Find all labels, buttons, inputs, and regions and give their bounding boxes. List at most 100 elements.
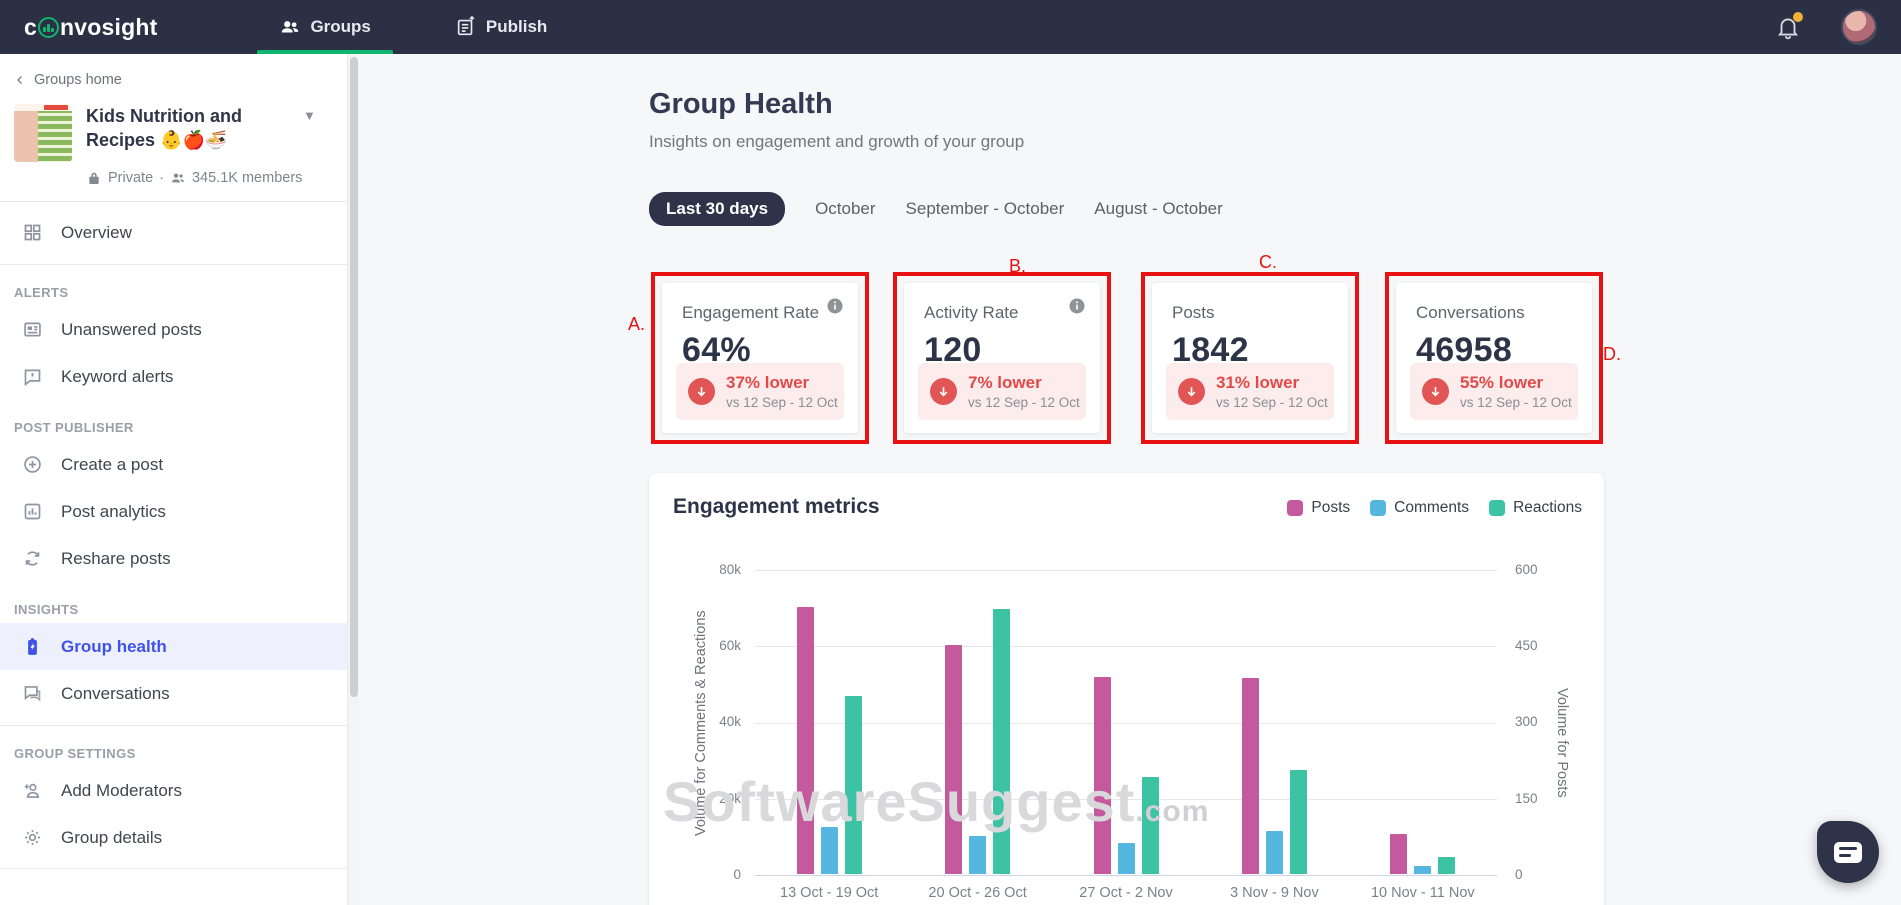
members-icon — [171, 173, 184, 183]
metric-value: 64% — [682, 331, 751, 369]
publish-icon — [457, 16, 475, 36]
left-tick: 0 — [733, 867, 741, 882]
metric-card-activity-rate: Activity Rate 120 7% lower vs 12 Sep - 1… — [904, 283, 1100, 433]
scrollbar-thumb[interactable] — [350, 57, 358, 697]
gridline — [755, 798, 1497, 800]
sidebar-item-conversations[interactable]: Conversations — [0, 670, 347, 717]
sidebar-item-overview[interactable]: Overview — [0, 209, 347, 256]
annotation-c: C. — [1259, 252, 1277, 272]
left-tick: 80k — [719, 562, 741, 577]
right-tick: 450 — [1515, 638, 1538, 653]
left-axis-title: Volume for Comments & Reactions — [693, 610, 709, 836]
metric-versus: vs 12 Sep - 12 Oct — [968, 395, 1080, 410]
sidebar-item-group-health[interactable]: Group health — [0, 623, 347, 670]
metric-versus: vs 12 Sep - 12 Oct — [1460, 395, 1572, 410]
sidebar-item-group-details[interactable]: Group details — [0, 814, 347, 861]
chevron-down-icon[interactable]: ▼ — [303, 108, 316, 123]
bar-group-0 — [796, 607, 862, 874]
notifications-button[interactable] — [1775, 12, 1803, 40]
x-axis-line — [755, 875, 1497, 876]
divider — [0, 264, 347, 265]
reshare-icon — [25, 551, 40, 566]
bar-comments-0[interactable] — [820, 827, 838, 874]
keyword-alerts-icon — [24, 369, 41, 387]
sidebar-item-create-post[interactable]: Create a post — [0, 441, 347, 488]
range-tab-august-october[interactable]: August - October — [1094, 199, 1223, 218]
bar-group-2 — [1093, 676, 1159, 874]
gridline — [755, 646, 1497, 648]
metric-card-posts: Posts 1842 31% lower vs 12 Sep - 12 Oct — [1152, 283, 1348, 433]
arrow-down-icon — [1178, 378, 1205, 405]
section-header-alerts: ALERTS — [14, 285, 69, 300]
metric-delta: 55% lower — [1460, 373, 1544, 392]
sidebar-item-keyword-alerts[interactable]: Keyword alerts — [0, 353, 347, 400]
bar-comments-1[interactable] — [969, 835, 987, 874]
tab-publish[interactable]: Publish — [443, 0, 559, 54]
right-tick: 600 — [1515, 562, 1538, 577]
convosight-logo[interactable]: c nvosight — [24, 14, 157, 41]
annotation-box-c: Posts 1842 31% lower vs 12 Sep - 12 Oct — [1141, 272, 1359, 444]
chat-launcher[interactable] — [1817, 821, 1879, 883]
sidebar-scrollbar[interactable] — [347, 54, 359, 905]
legend-item-comments[interactable]: Comments — [1370, 499, 1469, 517]
bar-comments-3[interactable] — [1265, 830, 1283, 874]
arrow-down-icon — [1422, 378, 1449, 405]
bar-reactions-1[interactable] — [993, 609, 1011, 874]
left-tick: 60k — [719, 638, 741, 653]
legend-label: Reactions — [1513, 499, 1582, 516]
metric-label: Activity Rate — [924, 303, 1019, 322]
bar-posts-1[interactable] — [945, 645, 963, 874]
range-tab-october[interactable]: October — [815, 199, 876, 218]
metric-value: 1842 — [1172, 331, 1249, 369]
chart-title: Engagement metrics — [673, 495, 880, 518]
sidebar-item-label: Overview — [61, 222, 132, 242]
group-selector[interactable]: Kids Nutrition and Recipes 👶🍎🍜 ▼ — [0, 88, 347, 162]
range-tab-last-30-days[interactable]: Last 30 days — [649, 192, 786, 226]
engagement-metrics-card: Engagement metrics Posts Comments Reacti… — [649, 473, 1604, 905]
sidebar-item-post-analytics[interactable]: Post analytics — [0, 488, 347, 535]
posts-swatch — [1287, 500, 1304, 516]
bar-reactions-0[interactable] — [844, 695, 862, 874]
reactions-swatch — [1489, 500, 1506, 516]
bar-posts-3[interactable] — [1241, 678, 1259, 874]
bar-reactions-4[interactable] — [1438, 856, 1456, 874]
annotation-box-a: Engagement Rate 64% 37% lower vs 12 Sep … — [651, 272, 869, 444]
bar-posts-0[interactable] — [796, 607, 814, 874]
sidebar-item-unanswered-posts[interactable]: Unanswered posts — [0, 306, 347, 353]
user-avatar[interactable] — [1841, 9, 1877, 45]
create-post-icon — [24, 456, 41, 473]
legend-item-reactions[interactable]: Reactions — [1489, 499, 1582, 517]
bar-comments-2[interactable] — [1117, 843, 1135, 874]
info-icon[interactable] — [1068, 297, 1086, 315]
tab-groups[interactable]: Groups — [257, 0, 394, 54]
right-axis-title: Volume for Posts — [1554, 688, 1570, 798]
metric-card-engagement-rate: Engagement Rate 64% 37% lower vs 12 Sep … — [662, 283, 858, 433]
dot-separator: · — [159, 170, 164, 186]
group-name: Kids Nutrition and Recipes 👶🍎🍜 — [86, 106, 242, 150]
right-tick: 300 — [1515, 714, 1538, 729]
sidebar-item-label: Conversations — [61, 683, 170, 703]
legend-item-posts[interactable]: Posts — [1287, 499, 1350, 517]
chat-bubble-icon — [1834, 841, 1862, 863]
sidebar-item-reshare-posts[interactable]: Reshare posts — [0, 535, 347, 582]
sidebar-item-label: Unanswered posts — [61, 319, 202, 339]
bar-posts-2[interactable] — [1093, 676, 1111, 874]
unanswered-posts-icon — [24, 322, 41, 337]
legend-label: Posts — [1311, 499, 1351, 516]
conversations-icon — [24, 686, 41, 702]
sidebar-item-add-moderators[interactable]: Add Moderators — [0, 767, 347, 814]
metric-label: Posts — [1172, 303, 1215, 322]
annotation-a: A. — [627, 314, 645, 334]
back-to-groups-home[interactable]: Groups home — [0, 54, 347, 88]
info-icon[interactable] — [826, 297, 844, 315]
bar-posts-4[interactable] — [1390, 834, 1408, 874]
group-meta: Private · 345.1K members — [0, 162, 347, 186]
bar-reactions-3[interactable] — [1289, 769, 1307, 874]
section-header-insights: INSIGHTS — [14, 602, 79, 617]
annotation-box-d: Conversations 46958 55% lower vs 12 Sep … — [1385, 272, 1603, 444]
gridline — [755, 570, 1497, 571]
metric-label: Engagement Rate — [682, 303, 820, 322]
bar-reactions-2[interactable] — [1141, 776, 1159, 874]
bar-comments-4[interactable] — [1414, 866, 1432, 874]
range-tab-september-october[interactable]: September - October — [905, 199, 1065, 218]
